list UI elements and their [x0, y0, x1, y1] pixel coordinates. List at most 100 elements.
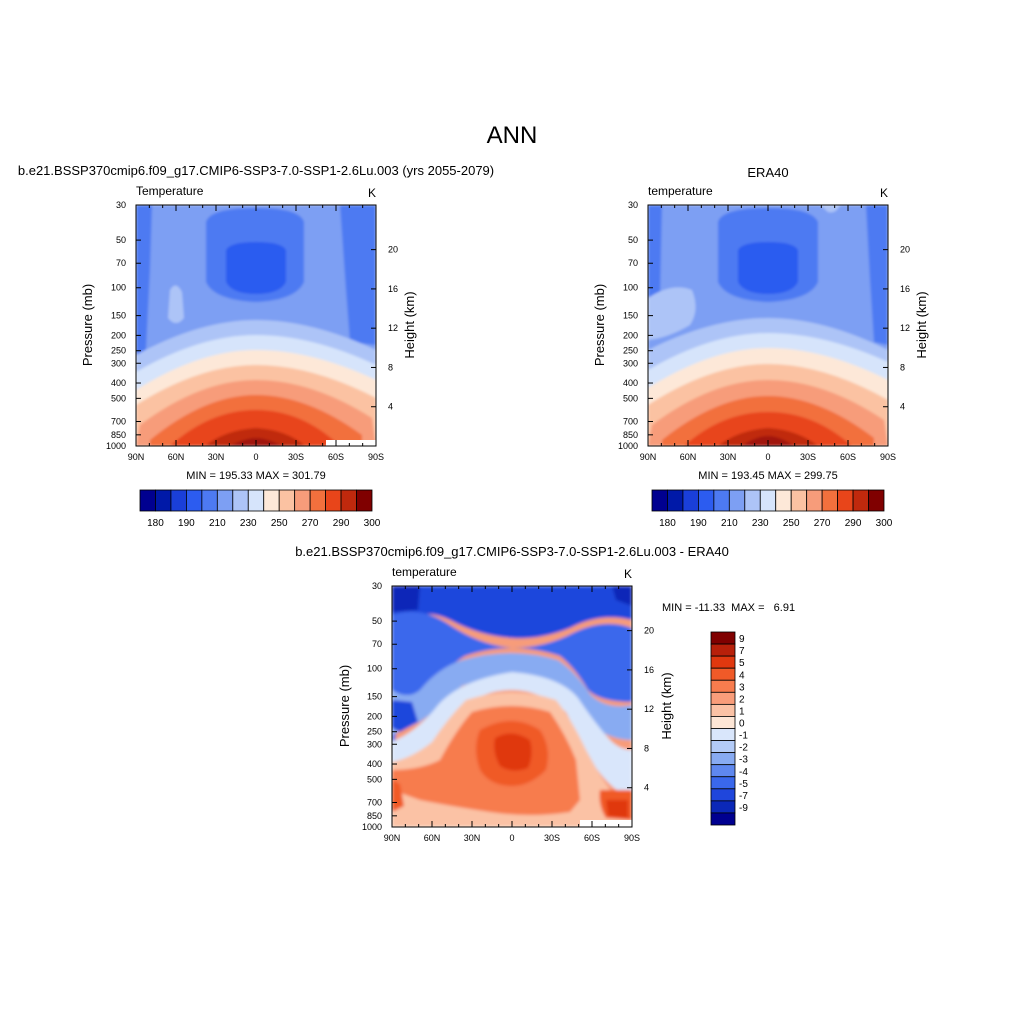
colorbar-swatch: [710, 740, 736, 754]
y-tick-label: 200: [367, 711, 382, 721]
y-tick-label: 300: [111, 358, 126, 368]
x-tick-label: 30N: [464, 833, 481, 843]
contour-field: [648, 205, 888, 446]
colorbar-swatch: [821, 489, 839, 512]
y2-tick-label: 8: [644, 743, 649, 753]
x-tick-label: 30N: [720, 452, 737, 462]
y-tick-label: 100: [111, 283, 126, 293]
stats-label: MIN = 195.33 MAX = 301.79: [186, 470, 325, 482]
colorbar-swatch: [710, 679, 736, 693]
colorbar-swatch: [775, 489, 792, 512]
x-tick-label: 60N: [168, 452, 185, 462]
y-tick-label: 50: [372, 616, 382, 626]
colorbar-label: 300: [876, 518, 893, 529]
y-tick-label: 850: [367, 811, 382, 821]
stats-label: MIN = 193.45 MAX = 299.75: [698, 470, 837, 482]
x-tick-label: 90N: [640, 452, 657, 462]
colorbar-swatch: [139, 489, 156, 512]
y2-tick-label: 4: [644, 783, 649, 793]
colorbar-swatch: [216, 489, 234, 512]
x-axis: 90N 60N 30N 0 30S 60S 90S: [640, 205, 896, 462]
x-tick-label: 90S: [368, 452, 384, 462]
colorbar-swatch: [710, 667, 736, 681]
colorbar-swatch: [837, 489, 854, 512]
colorbar-label: 7: [739, 646, 745, 657]
y-tick-label: 250: [623, 346, 638, 356]
colorbar-swatch: [155, 489, 172, 512]
x-tick-label: 0: [765, 452, 770, 462]
colorbar-label: 230: [240, 518, 257, 529]
x-tick-label: 60S: [584, 833, 600, 843]
colorbar-label: 4: [739, 670, 745, 681]
x-tick-label: 60N: [680, 452, 697, 462]
y-tick-label: 400: [111, 378, 126, 388]
colorbar-swatch: [698, 489, 715, 512]
y2-tick-label: 16: [900, 284, 910, 294]
y-tick-label: 250: [367, 727, 382, 737]
colorbar-swatch: [340, 489, 357, 512]
colorbar-swatch: [710, 764, 736, 778]
colorbar-label: -5: [739, 779, 748, 790]
x-tick-label: 60N: [424, 833, 441, 843]
colorbar-swatch: [185, 489, 203, 512]
colorbar-swatch: [790, 489, 808, 512]
figure-title: ANN: [487, 122, 538, 149]
y-tick-label: 1000: [362, 822, 382, 832]
y-tick-label: 500: [111, 393, 126, 403]
y-tick-label: 1000: [106, 441, 126, 451]
colorbar-label: 180: [659, 518, 676, 529]
y-tick-label: 50: [628, 235, 638, 245]
y-tick-label: 300: [367, 739, 382, 749]
colorbar-swatch: [710, 728, 736, 741]
x-tick-label: 30S: [800, 452, 816, 462]
colorbar-swatch: [710, 788, 736, 802]
colorbar-swatch: [263, 489, 280, 512]
colorbar-swatch: [247, 489, 265, 512]
y-tick-label: 30: [372, 581, 382, 591]
y-tick-label: 850: [111, 430, 126, 440]
colorbar-label: 250: [271, 518, 288, 529]
colorbar-label: 210: [721, 518, 738, 529]
panel-title: b.e21.BSSP370cmip6.f09_g17.CMIP6-SSP3-7.…: [18, 163, 494, 178]
units-label: K: [880, 186, 888, 200]
y-tick-label: 30: [116, 200, 126, 210]
colorbar-label: 9: [739, 634, 745, 645]
y-tick-label: 150: [623, 311, 638, 321]
colorbar-label: 210: [209, 518, 226, 529]
colorbar-swatch: [651, 489, 668, 512]
y-tick-label: 70: [628, 258, 638, 268]
y-tick-label: 700: [367, 797, 382, 807]
y-tick-label: 30: [628, 200, 638, 210]
y-tick-label: 250: [111, 346, 126, 356]
x-tick-label: 0: [253, 452, 258, 462]
y-tick-label: 300: [623, 358, 638, 368]
x-tick-label: 30S: [288, 452, 304, 462]
colorbar-label: 5: [739, 658, 745, 669]
variable-label: temperature: [392, 565, 457, 579]
y2-tick-label: 4: [388, 402, 393, 412]
colorbar-swatch: [759, 489, 777, 512]
y2-axis: 20 16 12 8 4: [883, 245, 910, 412]
y-tick-label: 150: [367, 692, 382, 702]
colorbar-swatch: [325, 489, 342, 512]
colorbar-label: 3: [739, 682, 745, 693]
colorbar-label: 190: [178, 518, 195, 529]
colorbar-swatch: [356, 489, 373, 512]
x-tick-label: 0: [509, 833, 514, 843]
colorbar-label: 270: [302, 518, 319, 529]
colorbar: 180 190 210 230 250 270 290 300: [139, 489, 381, 529]
colorbar-swatch: [710, 631, 736, 645]
y-tick-label: 500: [367, 774, 382, 784]
colorbar-swatch: [710, 752, 736, 766]
y2-tick-label: 12: [388, 323, 398, 333]
colorbar-label: 180: [147, 518, 164, 529]
colorbar-label: 270: [814, 518, 831, 529]
colorbar-swatch: [201, 489, 218, 512]
colorbar-swatch: [713, 489, 730, 512]
y-axis-label: Pressure (mb): [592, 284, 607, 366]
colorbar-swatch: [309, 489, 326, 512]
colorbar-swatch: [728, 489, 746, 512]
